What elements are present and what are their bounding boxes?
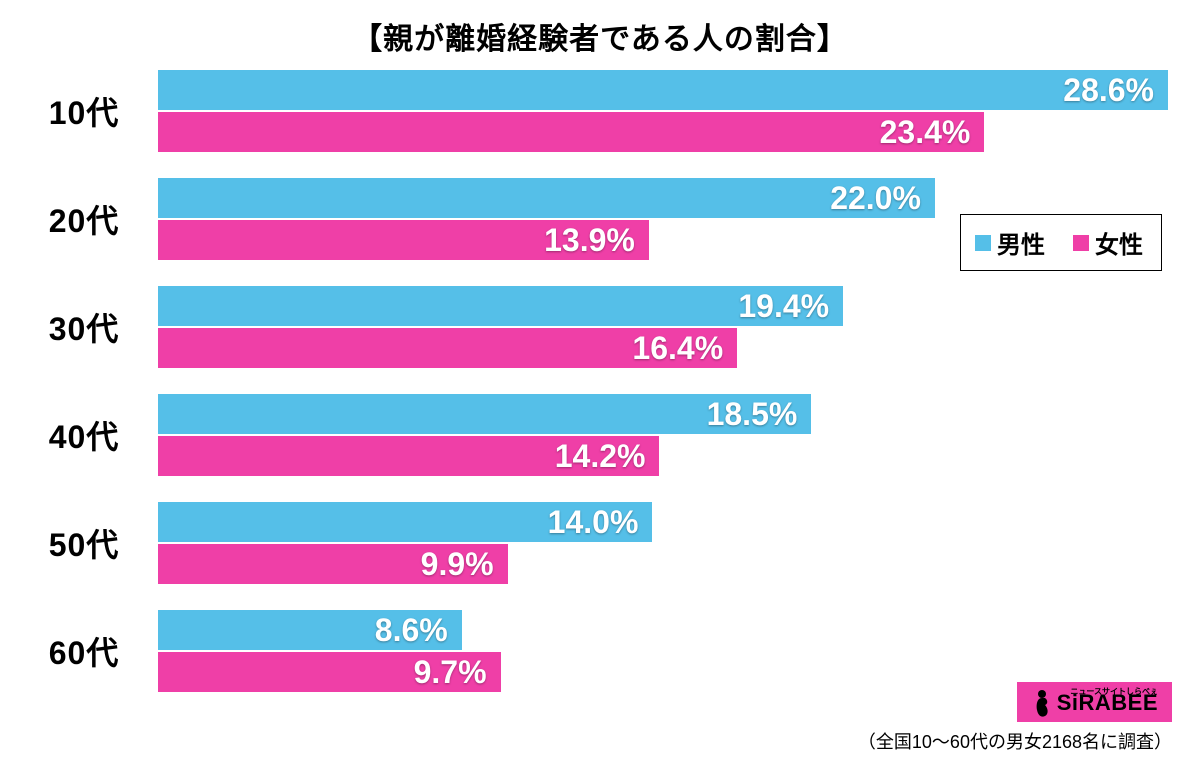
bar-female: 23.4% xyxy=(158,112,984,152)
bar-female: 9.9% xyxy=(158,544,508,584)
bar-value-label: 28.6% xyxy=(1063,72,1154,109)
bar-value-label: 16.4% xyxy=(632,330,723,367)
chart-title: 【親が離婚経験者である人の割合】 xyxy=(0,14,1200,58)
bar-value-label: 14.2% xyxy=(555,438,646,475)
bar-female: 14.2% xyxy=(158,436,659,476)
bar-value-label: 8.6% xyxy=(375,612,448,649)
legend-swatch xyxy=(975,235,991,251)
bar-female: 9.7% xyxy=(158,652,501,692)
bar-group: 60代8.6%9.7% xyxy=(158,610,1168,692)
bar-male: 22.0% xyxy=(158,178,935,218)
bar-female: 13.9% xyxy=(158,220,649,260)
bar-male: 19.4% xyxy=(158,286,843,326)
bar-value-label: 13.9% xyxy=(544,222,635,259)
bar-chart: 10代28.6%23.4%20代22.0%13.9%30代19.4%16.4%4… xyxy=(158,70,1168,718)
legend-swatch xyxy=(1073,235,1089,251)
category-label: 60代 xyxy=(24,628,144,674)
bar-group: 40代18.5%14.2% xyxy=(158,394,1168,476)
legend-item-male: 男性 xyxy=(975,225,1045,260)
bar-female: 16.4% xyxy=(158,328,737,368)
bar-value-label: 18.5% xyxy=(707,396,798,433)
category-label: 40代 xyxy=(24,412,144,458)
logo-small-text: ニュースサイトしらべぇ xyxy=(1070,686,1158,697)
legend-label: 女性 xyxy=(1095,225,1143,260)
bar-male: 8.6% xyxy=(158,610,462,650)
bar-value-label: 23.4% xyxy=(880,114,971,151)
bar-value-label: 9.7% xyxy=(414,654,487,691)
category-label: 20代 xyxy=(24,196,144,242)
category-label: 10代 xyxy=(24,88,144,134)
category-label: 50代 xyxy=(24,520,144,566)
source-note: （全国10〜60代の男女2168名に調査） xyxy=(858,728,1172,754)
bar-value-label: 22.0% xyxy=(830,180,921,217)
legend: 男性 女性 xyxy=(960,214,1162,271)
source-logo: ニュースサイトしらべぇ SiRABEE xyxy=(1017,682,1172,722)
bar-male: 18.5% xyxy=(158,394,811,434)
category-label: 30代 xyxy=(24,304,144,350)
legend-item-female: 女性 xyxy=(1073,225,1143,260)
bar-value-label: 19.4% xyxy=(738,288,829,325)
bar-male: 14.0% xyxy=(158,502,652,542)
bar-group: 10代28.6%23.4% xyxy=(158,70,1168,152)
legend-label: 男性 xyxy=(997,225,1045,260)
bar-group: 50代14.0%9.9% xyxy=(158,502,1168,584)
bar-value-label: 14.0% xyxy=(548,504,639,541)
bar-value-label: 9.9% xyxy=(421,546,494,583)
sirabee-mark-icon xyxy=(1031,688,1053,718)
bar-group: 30代19.4%16.4% xyxy=(158,286,1168,368)
bar-male: 28.6% xyxy=(158,70,1168,110)
